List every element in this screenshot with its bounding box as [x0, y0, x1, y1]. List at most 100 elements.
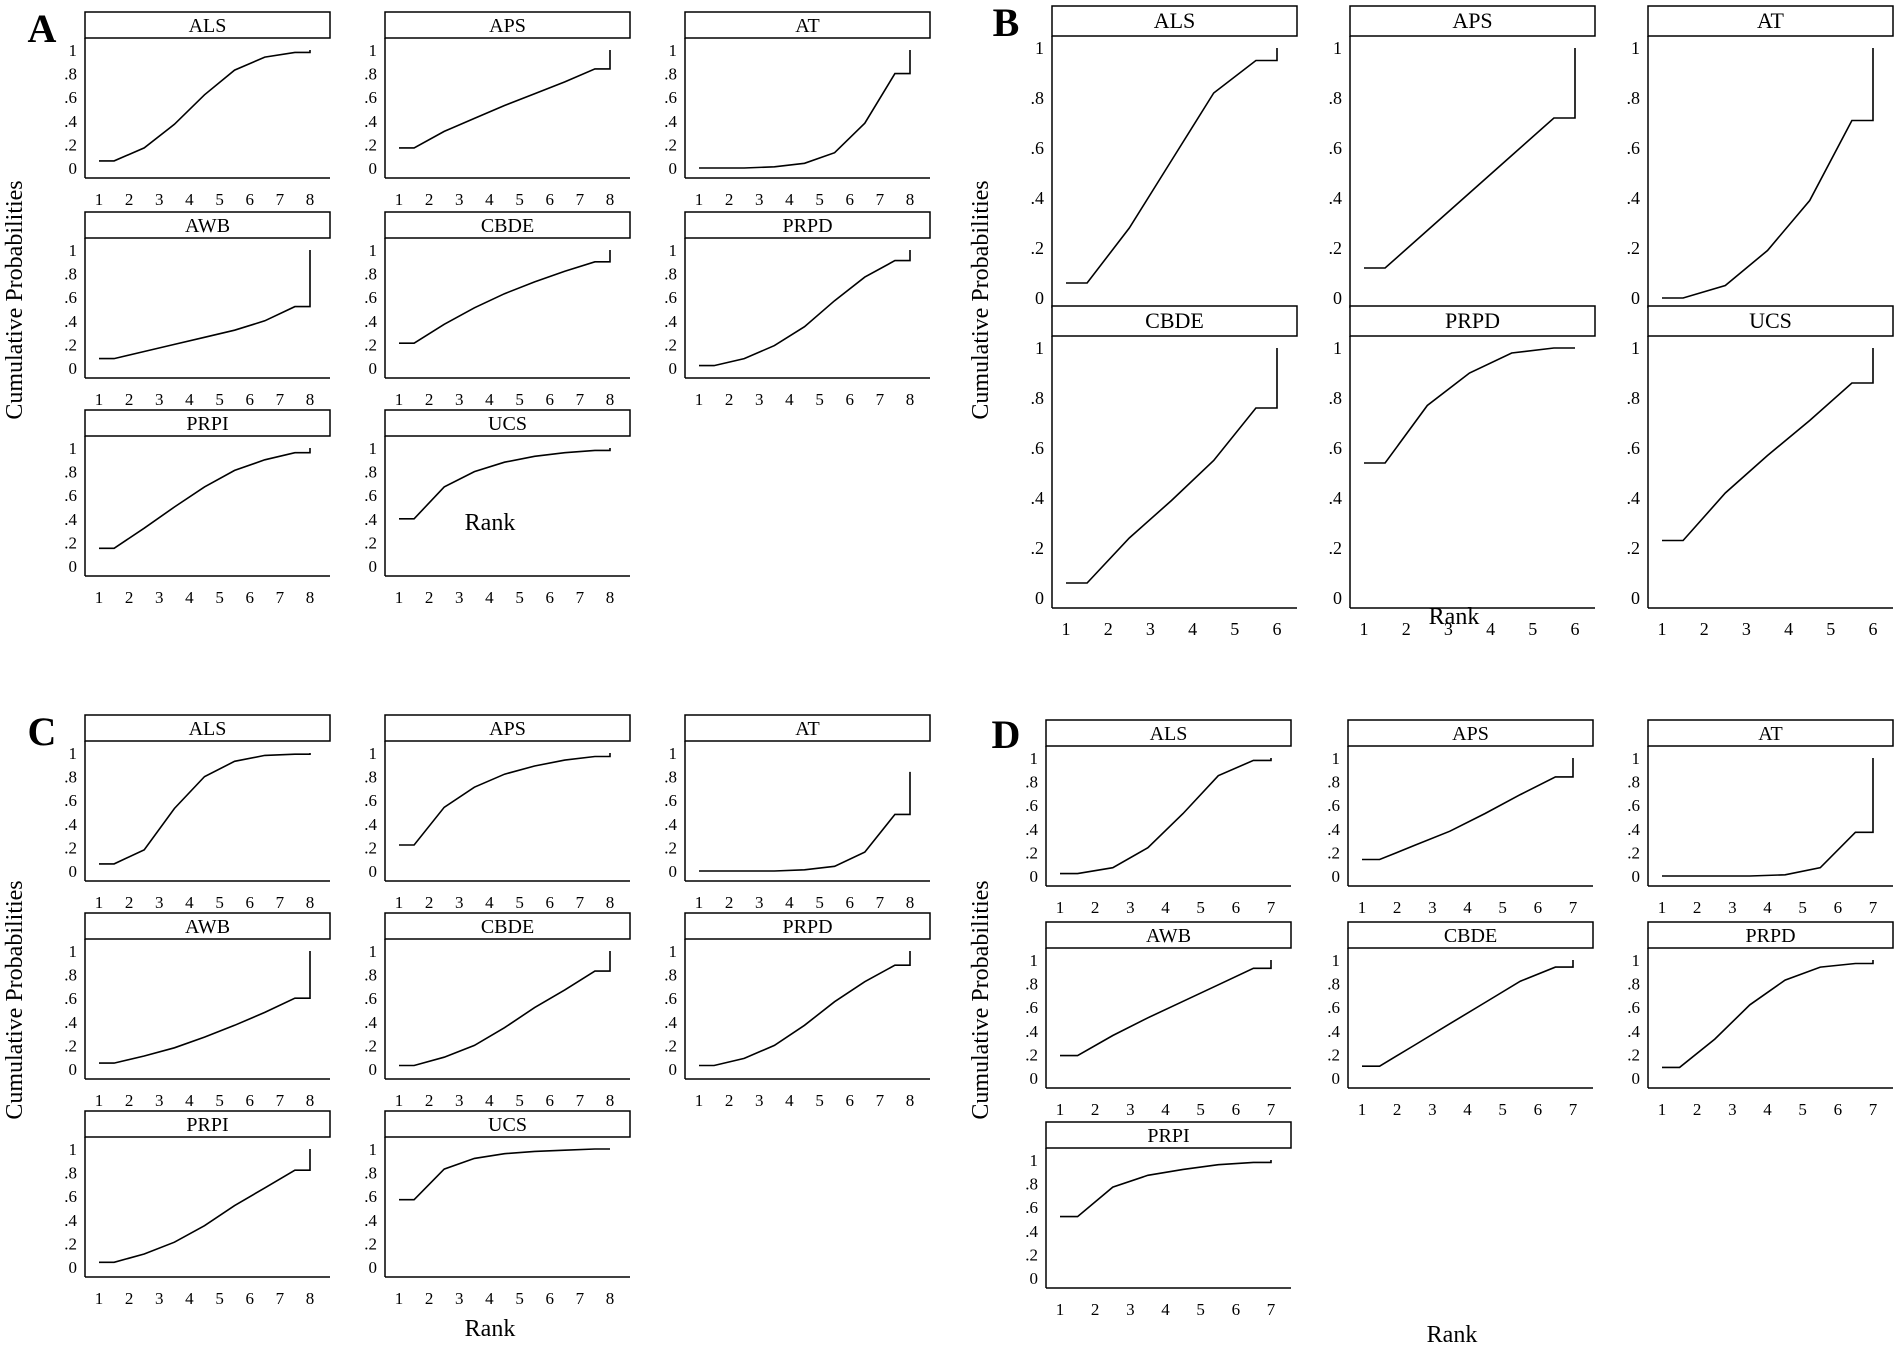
subplot-title: ALS — [189, 718, 227, 740]
y-tick-label: 0 — [1333, 588, 1342, 608]
series-line-ucs — [1662, 348, 1874, 542]
series-line-prpi — [1060, 1160, 1272, 1218]
x-tick-label: 4 — [185, 588, 194, 607]
subplot-ucs: UCS 0 .2 .4 .6 .8 1 1 2 3 4 5 6 7 8 — [364, 1110, 631, 1308]
y-tick-label: .8 — [64, 463, 77, 482]
y-tick-label: 1 — [369, 41, 378, 60]
x-tick-label: 5 — [1798, 1100, 1807, 1119]
x-tick-label: 6 — [1571, 619, 1580, 639]
y-tick-label: .8 — [664, 768, 677, 787]
x-tick-label: 2 — [725, 390, 734, 409]
x-tick-label: 5 — [1498, 1100, 1507, 1119]
x-tick-label: 1 — [95, 1091, 104, 1110]
subplot-title-strip — [1647, 5, 1894, 37]
x-tick-label: 4 — [1486, 619, 1495, 639]
y-tick-label: .8 — [1627, 975, 1640, 994]
subplot-als: ALS 0 .2 .4 .6 .8 1 1 2 3 4 5 6 7 — [1025, 719, 1292, 917]
y-tick-label: .2 — [1329, 238, 1343, 258]
subplot-title-strip — [384, 1110, 631, 1138]
x-tick-label: 4 — [185, 893, 194, 912]
y-tick-label: .6 — [364, 791, 377, 810]
y-tick-label: .4 — [364, 312, 377, 331]
y-tick-label: 1 — [669, 241, 678, 260]
x-tick-label: 3 — [455, 1289, 464, 1308]
x-tick-label: 5 — [1196, 1300, 1205, 1319]
x-tick-label: 6 — [545, 1091, 554, 1110]
x-tick-label: 7 — [1267, 1100, 1276, 1119]
x-tick-label: 4 — [185, 390, 194, 409]
series-line-als — [99, 50, 311, 162]
y-tick-label: 1 — [1030, 951, 1039, 970]
subplot-title: AT — [1757, 8, 1784, 33]
x-tick-label: 4 — [185, 190, 194, 209]
x-tick-label: 5 — [1826, 619, 1835, 639]
panel-c: C Cumulative Probabilities Rank ALS 0 .2 .4 .6.… — [2, 709, 931, 1342]
subplot-title: CBDE — [1444, 925, 1497, 947]
subplot-title: PRPI — [1147, 1125, 1189, 1147]
x-tick-label: 8 — [606, 390, 615, 409]
x-tick-label: 1 — [1360, 619, 1369, 639]
y-tick-label: .6 — [1025, 998, 1038, 1017]
y-tick-label: 0 — [1332, 1069, 1341, 1088]
x-tick-label: 4 — [485, 893, 494, 912]
x-tick-label: 3 — [1444, 619, 1453, 639]
subplot-title: ALS — [1154, 8, 1196, 33]
x-tick-label: 6 — [1232, 898, 1241, 917]
x-tick-label: 7 — [1869, 1100, 1878, 1119]
y-tick-label: .6 — [64, 288, 77, 307]
y-tick-label: .2 — [664, 335, 677, 354]
x-tick-label: 7 — [876, 190, 885, 209]
series-line-cbde — [399, 951, 611, 1067]
x-tick-label: 5 — [215, 190, 224, 209]
y-tick-label: .6 — [64, 791, 77, 810]
x-tick-label: 7 — [1267, 898, 1276, 917]
y-tick-label: .6 — [64, 486, 77, 505]
x-tick-label: 7 — [276, 390, 285, 409]
y-tick-label: .2 — [664, 838, 677, 857]
x-tick-label: 2 — [425, 893, 434, 912]
subplot-title-strip — [384, 912, 631, 940]
y-tick-label: 1 — [69, 439, 78, 458]
x-tick-label: 4 — [1188, 619, 1197, 639]
subplot-title: PRPD — [782, 215, 832, 237]
x-tick-label: 1 — [395, 1091, 404, 1110]
y-tick-label: 1 — [69, 241, 78, 260]
x-tick-label: 6 — [545, 390, 554, 409]
y-tick-label: 0 — [1631, 288, 1640, 308]
y-tick-label: .6 — [664, 791, 677, 810]
series-line-awb — [99, 951, 311, 1064]
y-tick-label: 0 — [669, 862, 678, 881]
x-tick-label: 7 — [1267, 1300, 1276, 1319]
x-tick-label: 5 — [815, 390, 824, 409]
y-tick-label: .4 — [364, 815, 377, 834]
y-tick-label: 0 — [369, 1060, 378, 1079]
y-tick-label: 0 — [69, 159, 78, 178]
x-tick-label: 6 — [1534, 898, 1543, 917]
subplot-title-strip — [684, 714, 931, 742]
x-tick-label: 5 — [515, 190, 524, 209]
x-tick-label: 1 — [1658, 898, 1667, 917]
x-tick-label: 5 — [515, 588, 524, 607]
y-tick-label: .2 — [64, 1036, 77, 1055]
x-tick-label: 5 — [215, 893, 224, 912]
x-tick-label: 4 — [1763, 1100, 1772, 1119]
panel-label: C — [28, 709, 57, 754]
x-tick-label: 3 — [1146, 619, 1155, 639]
y-tick-label: .6 — [64, 88, 77, 107]
y-tick-label: .8 — [1627, 388, 1641, 408]
y-tick-label: 0 — [369, 359, 378, 378]
series-line-at — [699, 50, 911, 169]
y-tick-label: .8 — [1031, 388, 1045, 408]
y-tick-label: .8 — [64, 768, 77, 787]
subplot-title: AWB — [1146, 925, 1191, 947]
series-line-ucs — [399, 448, 611, 520]
y-tick-label: .6 — [1031, 138, 1045, 158]
y-tick-label: 0 — [1332, 867, 1341, 886]
subplot-title: ALS — [1150, 723, 1188, 745]
y-tick-label: 1 — [1332, 749, 1341, 768]
y-tick-label: .2 — [64, 533, 77, 552]
x-tick-label: 3 — [455, 1091, 464, 1110]
y-tick-label: .8 — [364, 966, 377, 985]
x-tick-label: 6 — [545, 190, 554, 209]
